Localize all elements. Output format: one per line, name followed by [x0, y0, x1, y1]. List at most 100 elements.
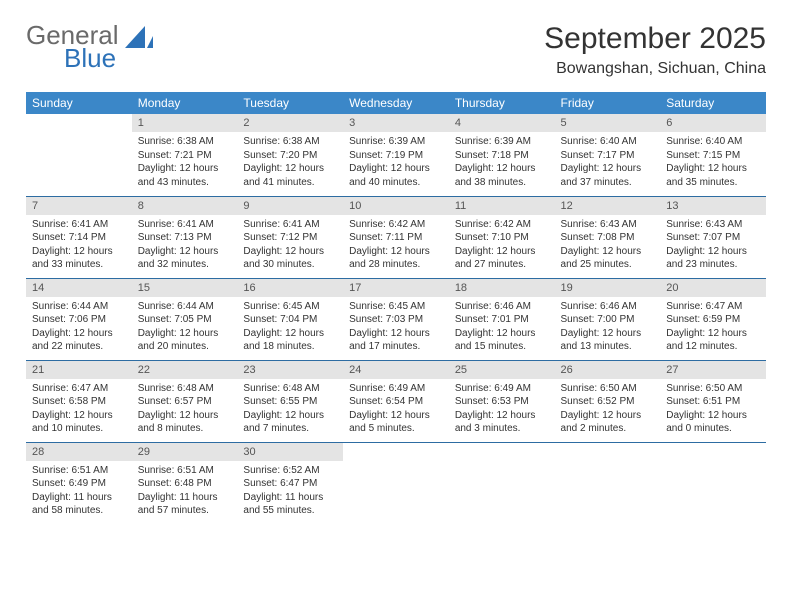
- daylight-text: Daylight: 12 hours and 35 minutes.: [666, 162, 760, 189]
- daylight-text: Daylight: 12 hours and 13 minutes.: [561, 327, 655, 354]
- day-cell: 23Sunrise: 6:48 AMSunset: 6:55 PMDayligh…: [237, 360, 343, 442]
- day-info: Sunrise: 6:49 AMSunset: 6:54 PMDaylight:…: [343, 379, 449, 440]
- day-info: Sunrise: 6:45 AMSunset: 7:03 PMDaylight:…: [343, 297, 449, 358]
- day-info: Sunrise: 6:39 AMSunset: 7:18 PMDaylight:…: [449, 132, 555, 193]
- day-number: 29: [132, 443, 238, 461]
- daylight-text: Daylight: 12 hours and 38 minutes.: [455, 162, 549, 189]
- sunset-text: Sunset: 7:06 PM: [32, 313, 126, 327]
- day-number: 20: [660, 279, 766, 297]
- sunrise-text: Sunrise: 6:52 AM: [243, 464, 337, 478]
- sunset-text: Sunset: 6:57 PM: [138, 395, 232, 409]
- sunset-text: Sunset: 6:48 PM: [138, 477, 232, 491]
- day-info: Sunrise: 6:42 AMSunset: 7:10 PMDaylight:…: [449, 215, 555, 276]
- calendar-body: 1Sunrise: 6:38 AMSunset: 7:21 PMDaylight…: [26, 114, 766, 524]
- col-saturday: Saturday: [660, 92, 766, 114]
- daylight-text: Daylight: 12 hours and 5 minutes.: [349, 409, 443, 436]
- day-cell: 9Sunrise: 6:41 AMSunset: 7:12 PMDaylight…: [237, 196, 343, 278]
- sunrise-text: Sunrise: 6:47 AM: [32, 382, 126, 396]
- daylight-text: Daylight: 11 hours and 57 minutes.: [138, 491, 232, 518]
- day-number: 19: [555, 279, 661, 297]
- sunset-text: Sunset: 7:20 PM: [243, 149, 337, 163]
- daylight-text: Daylight: 12 hours and 25 minutes.: [561, 245, 655, 272]
- daylight-text: Daylight: 12 hours and 23 minutes.: [666, 245, 760, 272]
- sunrise-text: Sunrise: 6:39 AM: [349, 135, 443, 149]
- day-info: Sunrise: 6:51 AMSunset: 6:48 PMDaylight:…: [132, 461, 238, 522]
- day-cell: 19Sunrise: 6:46 AMSunset: 7:00 PMDayligh…: [555, 278, 661, 360]
- daylight-text: Daylight: 11 hours and 55 minutes.: [243, 491, 337, 518]
- sunrise-text: Sunrise: 6:51 AM: [138, 464, 232, 478]
- daylight-text: Daylight: 12 hours and 15 minutes.: [455, 327, 549, 354]
- sunset-text: Sunset: 7:12 PM: [243, 231, 337, 245]
- day-info: Sunrise: 6:38 AMSunset: 7:21 PMDaylight:…: [132, 132, 238, 193]
- title-location: Bowangshan, Sichuan, China: [544, 60, 766, 78]
- daylight-text: Daylight: 11 hours and 58 minutes.: [32, 491, 126, 518]
- day-cell: [660, 442, 766, 524]
- sunset-text: Sunset: 7:21 PM: [138, 149, 232, 163]
- day-number: 8: [132, 197, 238, 215]
- day-info: Sunrise: 6:43 AMSunset: 7:08 PMDaylight:…: [555, 215, 661, 276]
- sunset-text: Sunset: 7:18 PM: [455, 149, 549, 163]
- day-cell: 17Sunrise: 6:45 AMSunset: 7:03 PMDayligh…: [343, 278, 449, 360]
- day-cell: 2Sunrise: 6:38 AMSunset: 7:20 PMDaylight…: [237, 114, 343, 196]
- col-monday: Monday: [132, 92, 238, 114]
- sunrise-text: Sunrise: 6:46 AM: [561, 300, 655, 314]
- daylight-text: Daylight: 12 hours and 40 minutes.: [349, 162, 443, 189]
- sunset-text: Sunset: 6:49 PM: [32, 477, 126, 491]
- sunrise-text: Sunrise: 6:50 AM: [561, 382, 655, 396]
- daylight-text: Daylight: 12 hours and 27 minutes.: [455, 245, 549, 272]
- title-block: September 2025 Bowangshan, Sichuan, Chin…: [544, 22, 766, 78]
- calendar-table: Sunday Monday Tuesday Wednesday Thursday…: [26, 92, 766, 524]
- sunset-text: Sunset: 7:03 PM: [349, 313, 443, 327]
- sunset-text: Sunset: 6:51 PM: [666, 395, 760, 409]
- daylight-text: Daylight: 12 hours and 3 minutes.: [455, 409, 549, 436]
- daylight-text: Daylight: 12 hours and 22 minutes.: [32, 327, 126, 354]
- daylight-text: Daylight: 12 hours and 32 minutes.: [138, 245, 232, 272]
- col-thursday: Thursday: [449, 92, 555, 114]
- day-info: Sunrise: 6:48 AMSunset: 6:57 PMDaylight:…: [132, 379, 238, 440]
- day-cell: 21Sunrise: 6:47 AMSunset: 6:58 PMDayligh…: [26, 360, 132, 442]
- day-info: Sunrise: 6:46 AMSunset: 7:00 PMDaylight:…: [555, 297, 661, 358]
- day-cell: 28Sunrise: 6:51 AMSunset: 6:49 PMDayligh…: [26, 442, 132, 524]
- day-info: Sunrise: 6:41 AMSunset: 7:12 PMDaylight:…: [237, 215, 343, 276]
- day-cell: 16Sunrise: 6:45 AMSunset: 7:04 PMDayligh…: [237, 278, 343, 360]
- day-number: 13: [660, 197, 766, 215]
- daylight-text: Daylight: 12 hours and 33 minutes.: [32, 245, 126, 272]
- day-number: 22: [132, 361, 238, 379]
- day-info: Sunrise: 6:48 AMSunset: 6:55 PMDaylight:…: [237, 379, 343, 440]
- sunrise-text: Sunrise: 6:42 AM: [349, 218, 443, 232]
- sunrise-text: Sunrise: 6:48 AM: [138, 382, 232, 396]
- day-info: Sunrise: 6:41 AMSunset: 7:14 PMDaylight:…: [26, 215, 132, 276]
- sunrise-text: Sunrise: 6:39 AM: [455, 135, 549, 149]
- day-cell: [343, 442, 449, 524]
- daylight-text: Daylight: 12 hours and 43 minutes.: [138, 162, 232, 189]
- day-cell: 30Sunrise: 6:52 AMSunset: 6:47 PMDayligh…: [237, 442, 343, 524]
- daylight-text: Daylight: 12 hours and 41 minutes.: [243, 162, 337, 189]
- sunrise-text: Sunrise: 6:50 AM: [666, 382, 760, 396]
- day-info: Sunrise: 6:45 AMSunset: 7:04 PMDaylight:…: [237, 297, 343, 358]
- day-info: Sunrise: 6:50 AMSunset: 6:52 PMDaylight:…: [555, 379, 661, 440]
- day-info: Sunrise: 6:43 AMSunset: 7:07 PMDaylight:…: [660, 215, 766, 276]
- sunset-text: Sunset: 7:07 PM: [666, 231, 760, 245]
- sunset-text: Sunset: 6:54 PM: [349, 395, 443, 409]
- calendar-row: 7Sunrise: 6:41 AMSunset: 7:14 PMDaylight…: [26, 196, 766, 278]
- sunrise-text: Sunrise: 6:46 AM: [455, 300, 549, 314]
- day-number: 4: [449, 114, 555, 132]
- calendar-row: 1Sunrise: 6:38 AMSunset: 7:21 PMDaylight…: [26, 114, 766, 196]
- daylight-text: Daylight: 12 hours and 8 minutes.: [138, 409, 232, 436]
- day-number: 16: [237, 279, 343, 297]
- day-info: Sunrise: 6:50 AMSunset: 6:51 PMDaylight:…: [660, 379, 766, 440]
- day-cell: 6Sunrise: 6:40 AMSunset: 7:15 PMDaylight…: [660, 114, 766, 196]
- logo-text: General Blue: [26, 22, 119, 73]
- logo: General Blue: [26, 22, 153, 73]
- day-info: Sunrise: 6:38 AMSunset: 7:20 PMDaylight:…: [237, 132, 343, 193]
- daylight-text: Daylight: 12 hours and 37 minutes.: [561, 162, 655, 189]
- sunset-text: Sunset: 7:05 PM: [138, 313, 232, 327]
- day-cell: 4Sunrise: 6:39 AMSunset: 7:18 PMDaylight…: [449, 114, 555, 196]
- day-number: 2: [237, 114, 343, 132]
- day-info: Sunrise: 6:47 AMSunset: 6:59 PMDaylight:…: [660, 297, 766, 358]
- day-cell: 22Sunrise: 6:48 AMSunset: 6:57 PMDayligh…: [132, 360, 238, 442]
- day-info: Sunrise: 6:44 AMSunset: 7:06 PMDaylight:…: [26, 297, 132, 358]
- day-number: 28: [26, 443, 132, 461]
- sunset-text: Sunset: 6:58 PM: [32, 395, 126, 409]
- col-friday: Friday: [555, 92, 661, 114]
